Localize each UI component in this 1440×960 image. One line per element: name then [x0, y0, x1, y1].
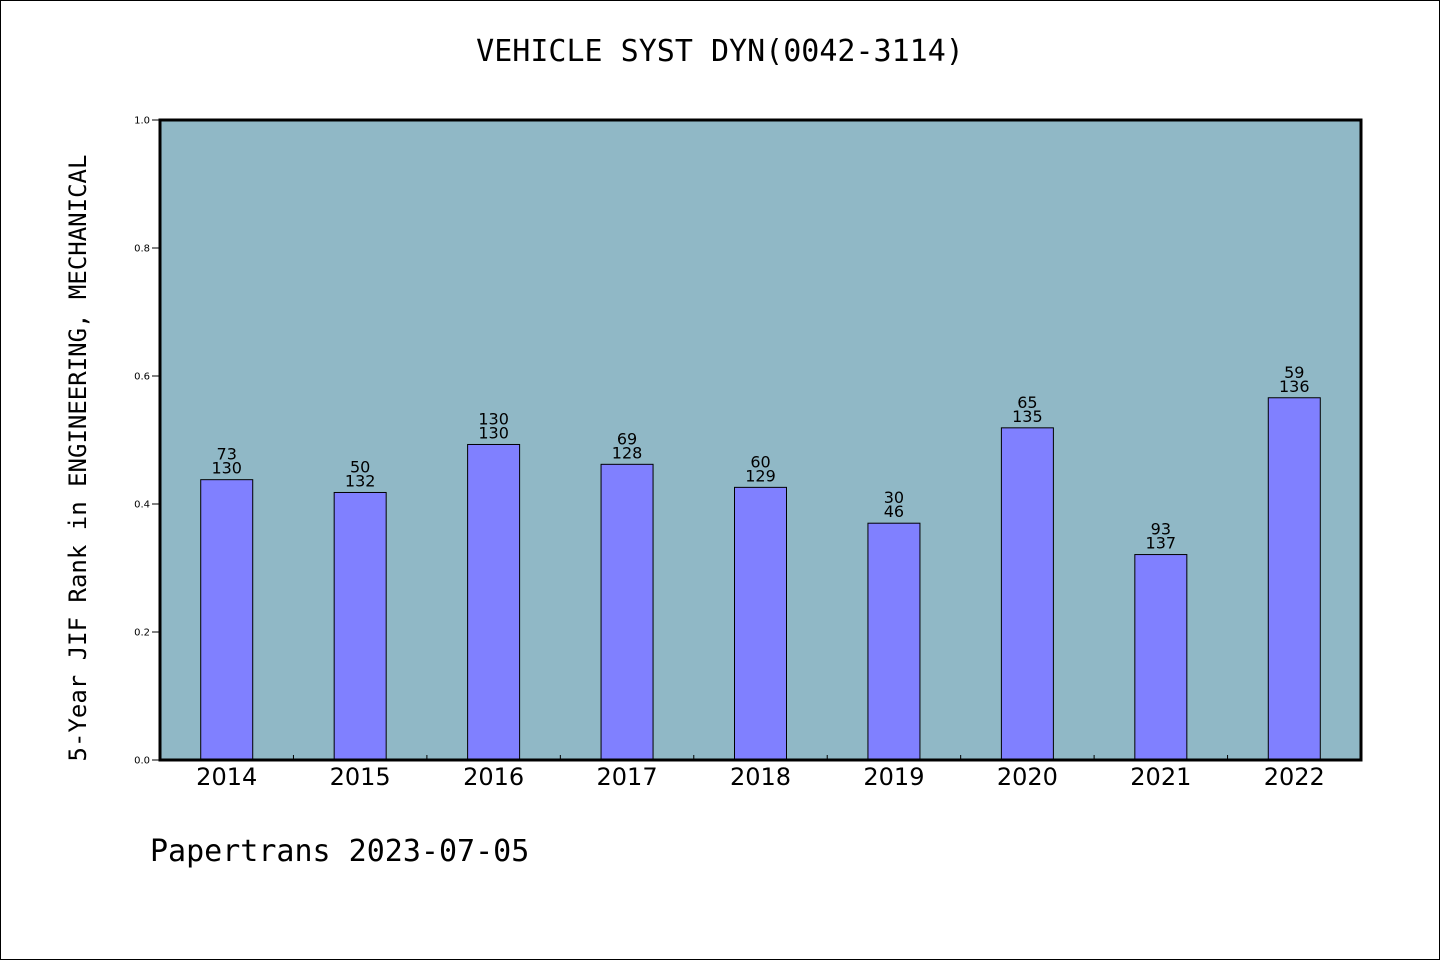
x-tick-label-2017: 2017: [597, 763, 658, 791]
x-tick-label-2022: 2022: [1264, 763, 1325, 791]
data-label-top-2022: 59: [1284, 363, 1304, 382]
y-tick-label-0.8: 0.8: [134, 244, 150, 255]
y-tick-label-1.0: 1.0: [134, 116, 150, 127]
bar-2014: [200, 479, 254, 761]
bar-2016: [467, 443, 521, 761]
data-label-bottom-2021: 137: [1146, 534, 1177, 553]
bar-2021: [1134, 554, 1188, 761]
y-tick-label-0.6: 0.6: [134, 372, 150, 383]
data-label-bottom-2018: 129: [745, 466, 776, 485]
x-tick-label-2020: 2020: [997, 763, 1058, 791]
data-label-top-2020: 65: [1017, 393, 1037, 412]
bar-2020: [1000, 427, 1054, 761]
y-tick-label-0.0: 0.0: [134, 756, 150, 767]
data-label-bottom-2016: 130: [478, 423, 509, 442]
bar-2018: [734, 486, 787, 761]
data-label-top-2018: 60: [750, 452, 770, 471]
data-label-top-2016: 130: [478, 409, 509, 428]
x-tick-label-2021: 2021: [1130, 763, 1191, 791]
x-tick-label-2014: 2014: [196, 763, 257, 791]
data-label-top-2015: 50: [350, 457, 370, 476]
y-tick-label-0.4: 0.4: [134, 500, 150, 511]
data-label-bottom-2022: 136: [1279, 377, 1310, 396]
data-label-top-2019: 30: [884, 488, 904, 507]
data-label-bottom-2019: 46: [884, 502, 904, 521]
data-label-bottom-2017: 128: [612, 443, 643, 462]
data-label-top-2014: 73: [217, 445, 237, 464]
plot-border: [158, 118, 1363, 762]
footer-credit: Papertrans 2023-07-05: [150, 834, 530, 869]
x-tick-label-2015: 2015: [330, 763, 391, 791]
bar-2015: [333, 491, 387, 761]
bar-2022: [1267, 397, 1321, 761]
chart-title: VEHICLE SYST DYN(0042-3114): [476, 34, 964, 69]
data-label-bottom-2015: 132: [345, 471, 376, 490]
bar-2017: [600, 463, 654, 761]
data-label-top-2021: 93: [1151, 520, 1171, 539]
data-label-bottom-2020: 135: [1012, 407, 1043, 426]
data-label-top-2017: 69: [617, 429, 637, 448]
x-tick-label-2016: 2016: [463, 763, 524, 791]
bar-2019: [867, 522, 921, 761]
data-label-bottom-2014: 130: [211, 459, 242, 478]
x-tick-label-2018: 2018: [730, 763, 791, 791]
x-tick-label-2019: 2019: [863, 763, 924, 791]
y-tick-label-0.2: 0.2: [134, 628, 150, 639]
